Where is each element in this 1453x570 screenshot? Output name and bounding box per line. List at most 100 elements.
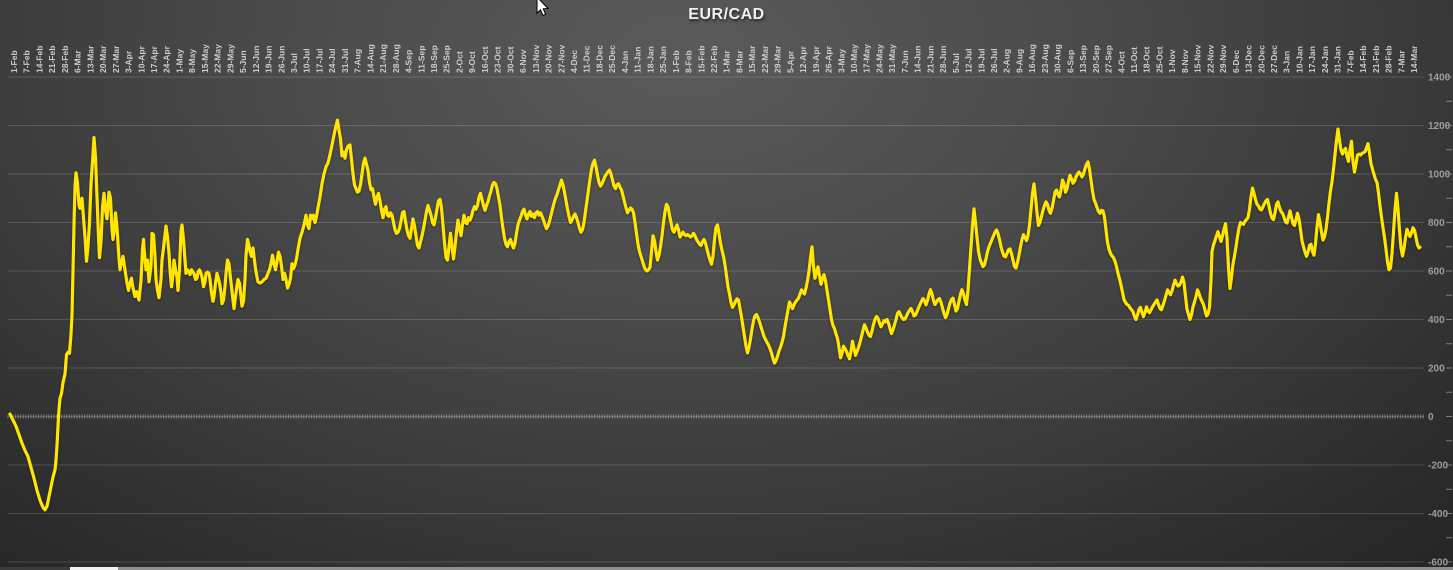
x-axis-label: 17-Jul [314, 48, 324, 73]
x-axis-label: 13-Dec [1244, 45, 1254, 73]
x-axis-label: 25-Oct [1154, 46, 1164, 73]
x-axis-label: 24-May [874, 44, 884, 73]
x-axis-label: 1-May [174, 49, 184, 73]
x-axis-label: 31-Jan [1333, 46, 1343, 73]
x-axis-label: 20-Sep [1091, 45, 1101, 73]
x-axis-label: 22-Nov [1205, 44, 1215, 73]
x-axis-label: 15-Feb [696, 46, 706, 73]
x-axis-label: 26-Jun [276, 46, 286, 73]
x-axis-label: 8-Mar [734, 50, 744, 73]
y-axis-label: 200 [1428, 364, 1445, 375]
x-axis-label: 19-Jul [976, 48, 986, 73]
x-axis-label: 25-Jan [658, 46, 668, 73]
x-axis-label: 7-Mar [1396, 50, 1406, 73]
x-axis-label: 12-Apr [798, 45, 808, 73]
x-axis-label: 2-Aug [1002, 49, 1012, 73]
x-axis-label: 3-May [836, 49, 846, 73]
x-axis-label: 14-Mar [1409, 45, 1419, 73]
x-axis-label: 22-Mar [760, 45, 770, 73]
x-axis-label: 27-Nov [556, 44, 566, 73]
x-axis-label: 1-Feb [671, 50, 681, 73]
y-axis-label: 400 [1428, 315, 1445, 326]
x-axis-label: 6-Nov [518, 49, 528, 73]
x-axis-label: 14-Jun [913, 46, 923, 73]
y-axis-label: 1000 [1428, 170, 1451, 181]
footer-left [0, 567, 70, 570]
x-axis-label: 19-Apr [811, 45, 821, 73]
y-axis-label: -200 [1428, 461, 1448, 472]
series-line-eurcad[interactable] [8, 118, 1422, 512]
x-axis-label: 31-May [887, 44, 897, 73]
x-axis-label: 17-Apr [149, 45, 159, 73]
x-axis-label: 3-Apr [124, 50, 134, 73]
x-axis-label: 20-Dec [1256, 45, 1266, 73]
x-axis-label: 14-Feb [1358, 46, 1368, 73]
x-axis-label: 29-Nov [1218, 44, 1228, 73]
x-axis-label: 1-Nov [1167, 49, 1177, 73]
y-axis-label: 0 [1428, 412, 1434, 423]
footer-right [118, 567, 1453, 570]
x-axis-label: 5-Jun [238, 50, 248, 73]
x-axis-label: 9-Aug [1014, 49, 1024, 73]
x-axis-label: 28-Feb [60, 46, 70, 73]
x-axis-label: 9-Oct [467, 51, 477, 73]
x-axis-label: 15-Mar [747, 45, 757, 73]
x-axis-label: 24-Jan [1320, 46, 1330, 73]
x-axis-label: 24-Jul [327, 48, 337, 73]
x-axis-label: 10-Jan [1294, 46, 1304, 73]
x-axis-label: 17-Jan [1307, 46, 1317, 73]
x-axis-label: 10-Apr [136, 45, 146, 73]
x-axis-label: 25-Sep [442, 45, 452, 73]
x-axis-label: 20-Nov [544, 44, 554, 73]
x-axis-label: 27-Dec [1269, 45, 1279, 73]
x-axis-label: 26-Jul [989, 48, 999, 73]
x-axis-label: 22-May [213, 44, 223, 73]
x-axis-label: 11-Jan [633, 47, 643, 73]
zero-axis-tick-comb [7, 414, 1424, 419]
x-axis-label: 15-Nov [1193, 44, 1203, 73]
x-axis-label: 11-Dec [582, 45, 592, 73]
y-axis-label: -400 [1428, 509, 1448, 520]
x-axis-label: 7-Aug [353, 49, 363, 73]
x-axis-label: 6-Dec [1231, 50, 1241, 73]
x-axis-label: 4-Sep [404, 50, 414, 73]
x-axis-label: 15-May [200, 44, 210, 73]
x-axis-label: 8-Nov [1180, 49, 1190, 73]
x-axis-label: 29-May [225, 44, 235, 73]
y-axis-label: 1400 [1428, 73, 1451, 84]
x-axis-label: 4-Jan [620, 51, 630, 73]
x-axis-label: 8-May [187, 49, 197, 73]
y-axis-label: 800 [1428, 218, 1445, 229]
x-axis-label: 26-Apr [824, 45, 834, 73]
x-axis-label: 14-Feb [34, 46, 44, 73]
x-axis-label: 25-Dec [607, 45, 617, 73]
x-axis-label: 8-Feb [684, 50, 694, 73]
x-axis-label: 22-Feb [709, 46, 719, 73]
x-axis-label: 21-Jun [925, 46, 935, 73]
mouse-cursor-icon [536, 0, 550, 17]
x-axis-label: 19-Jun [264, 46, 274, 73]
chart-title: EUR/CAD [688, 6, 765, 23]
x-axis-label: 30-Oct [505, 46, 515, 73]
y-axis-label: -600 [1428, 558, 1448, 569]
x-axis-label: 12-Jul [964, 48, 974, 73]
x-axis-label: 17-May [862, 44, 872, 73]
x-axis-label: 3-Jan [1282, 51, 1292, 73]
x-axis-label: 24-Apr [162, 45, 172, 73]
x-axis-label: 6-Mar [73, 50, 83, 73]
footer-white [70, 567, 118, 570]
x-axis-label: 13-Mar [85, 45, 95, 73]
x-axis-label: 5-Apr [785, 50, 795, 73]
x-axis-label: 1-Feb [9, 50, 19, 73]
x-axis-label: 16-Aug [1027, 44, 1037, 73]
x-axis-label: 1-Mar [722, 50, 732, 73]
x-axis-label: 5-Jul [951, 53, 961, 73]
x-axis-label: 12-Jun [251, 46, 261, 73]
x-axis-label: 23-Aug [1040, 44, 1050, 73]
x-axis-label: 27-Mar [111, 45, 121, 73]
x-axis-label: 3-Jul [289, 53, 299, 73]
x-axis-label: 21-Feb [1371, 46, 1381, 73]
x-axis-label: 6-Sep [1065, 50, 1075, 73]
